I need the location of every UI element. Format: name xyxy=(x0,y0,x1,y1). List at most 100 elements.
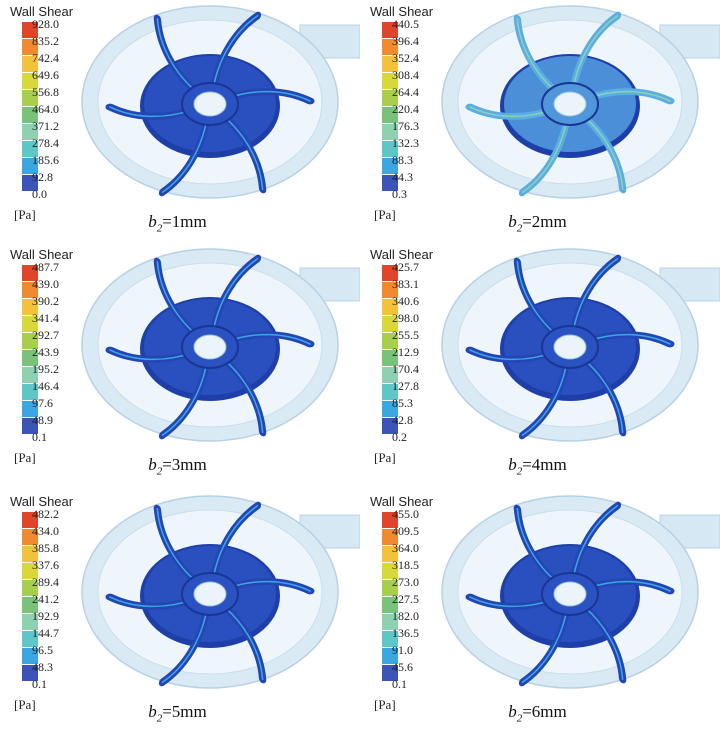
legend-tick-label: 425.7 xyxy=(392,260,419,274)
legend-swatch xyxy=(382,333,398,349)
legend-tick-label: 212.9 xyxy=(392,345,419,359)
impeller xyxy=(105,11,315,197)
legend-tick-label: 146.4 xyxy=(32,379,59,393)
legend-swatch xyxy=(22,418,38,434)
legend-swatch xyxy=(382,90,398,106)
caption-subscript: 2 xyxy=(516,222,523,235)
blade-edge-highlight xyxy=(583,358,624,434)
legend-swatch xyxy=(22,316,38,332)
pump-impeller-image xyxy=(81,495,360,689)
legend-title: Wall Shear xyxy=(10,4,74,19)
caption-variable: b xyxy=(148,702,157,721)
caption-value: =1mm xyxy=(162,212,207,231)
legend-tick-label: 192.9 xyxy=(32,609,59,623)
legend-swatch xyxy=(382,158,398,174)
legend-swatch xyxy=(22,580,38,596)
blade-edge-highlight xyxy=(156,260,197,336)
legend-tick-label: 48.3 xyxy=(32,660,53,674)
legend-tick-label: 97.6 xyxy=(32,396,53,410)
legend-swatch xyxy=(22,73,38,89)
legend-tick-label: 92.8 xyxy=(32,170,53,184)
caption-subscript: 2 xyxy=(516,465,523,478)
legend-swatch xyxy=(382,418,398,434)
impeller xyxy=(105,501,315,687)
legend-tick-label: 85.3 xyxy=(392,396,413,410)
legend-tick-label: 390.2 xyxy=(32,294,59,308)
caption-variable: b xyxy=(148,212,157,231)
legend-title: Wall Shear xyxy=(370,494,434,509)
blade-edge-highlight xyxy=(212,257,259,330)
panel-caption: b2=4mm xyxy=(360,455,715,477)
legend-tick-label: 383.1 xyxy=(392,277,419,291)
blade-edge-highlight xyxy=(572,14,619,87)
legend-swatch xyxy=(22,282,38,298)
legend-swatch xyxy=(22,648,38,664)
legend-tick-label: 440.5 xyxy=(392,17,419,31)
legend-tick-label: 44.3 xyxy=(392,170,413,184)
legend-swatch xyxy=(22,22,38,38)
legend-tick-label: 88.3 xyxy=(392,153,413,167)
legend-swatch xyxy=(382,614,398,630)
legend-swatch xyxy=(22,175,38,191)
legend-swatch xyxy=(382,299,398,315)
legend-swatch xyxy=(22,56,38,72)
legend-unit: [Pa] xyxy=(14,697,36,712)
legend-tick-label: 0.1 xyxy=(32,430,47,444)
blade-edge-highlight xyxy=(156,507,197,583)
legend-tick-label: 396.4 xyxy=(392,34,419,48)
blade-edge-highlight xyxy=(161,121,208,194)
panel-caption: b2=1mm xyxy=(0,212,355,234)
legend-swatch xyxy=(22,631,38,647)
legend-tick-label: 170.4 xyxy=(392,362,419,376)
blade-edge-highlight xyxy=(161,364,208,437)
legend-swatch xyxy=(22,90,38,106)
impeller xyxy=(465,11,675,197)
legend-swatch xyxy=(22,512,38,528)
impeller xyxy=(465,501,675,687)
legend-swatch xyxy=(22,563,38,579)
legend-swatch xyxy=(382,265,398,281)
legend-tick-label: 132.3 xyxy=(392,136,419,150)
legend-tick-label: 464.0 xyxy=(32,102,59,116)
legend-swatch xyxy=(22,350,38,366)
legend-tick-label: 341.4 xyxy=(32,311,59,325)
hub-eye xyxy=(553,334,587,360)
hub-eye xyxy=(553,581,587,607)
legend-swatch xyxy=(382,529,398,545)
legend-swatch xyxy=(22,158,38,174)
legend-tick-label: 0.3 xyxy=(392,187,407,201)
legend-swatch xyxy=(382,39,398,55)
legend-tick-label: 243.9 xyxy=(32,345,59,359)
legend-tick-label: 273.0 xyxy=(392,575,419,589)
legend-title: Wall Shear xyxy=(10,494,74,509)
blade-edge-highlight xyxy=(521,364,568,437)
legend-tick-label: 308.4 xyxy=(392,68,419,82)
legend-swatch xyxy=(382,367,398,383)
legend-tick-label: 482.2 xyxy=(32,507,59,521)
panel-caption: b2=2mm xyxy=(360,212,715,234)
pump-impeller-image xyxy=(441,5,720,199)
legend-swatch xyxy=(382,107,398,123)
blade-edge-highlight xyxy=(212,504,259,577)
legend-swatch xyxy=(22,39,38,55)
legend-swatch xyxy=(22,529,38,545)
legend-tick-label: 352.4 xyxy=(392,51,419,65)
pump-impeller-image xyxy=(81,5,360,199)
pump-impeller-image xyxy=(441,248,720,442)
legend-tick-label: 340.6 xyxy=(392,294,419,308)
legend-swatch xyxy=(382,580,398,596)
legend-tick-label: 45.6 xyxy=(392,660,413,674)
legend-swatch xyxy=(382,22,398,38)
caption-subscript: 2 xyxy=(156,712,163,725)
impeller xyxy=(465,254,675,440)
legend-tick-label: 136.5 xyxy=(392,626,419,640)
legend-swatch xyxy=(382,350,398,366)
legend-tick-label: 0.0 xyxy=(32,187,47,201)
caption-subscript: 2 xyxy=(516,712,523,725)
legend-swatch xyxy=(382,124,398,140)
legend-tick-label: 364.0 xyxy=(392,541,419,555)
legend-tick-label: 835.2 xyxy=(32,34,59,48)
legend-tick-label: 91.0 xyxy=(392,643,413,657)
legend-swatch xyxy=(22,401,38,417)
legend-swatch xyxy=(22,107,38,123)
